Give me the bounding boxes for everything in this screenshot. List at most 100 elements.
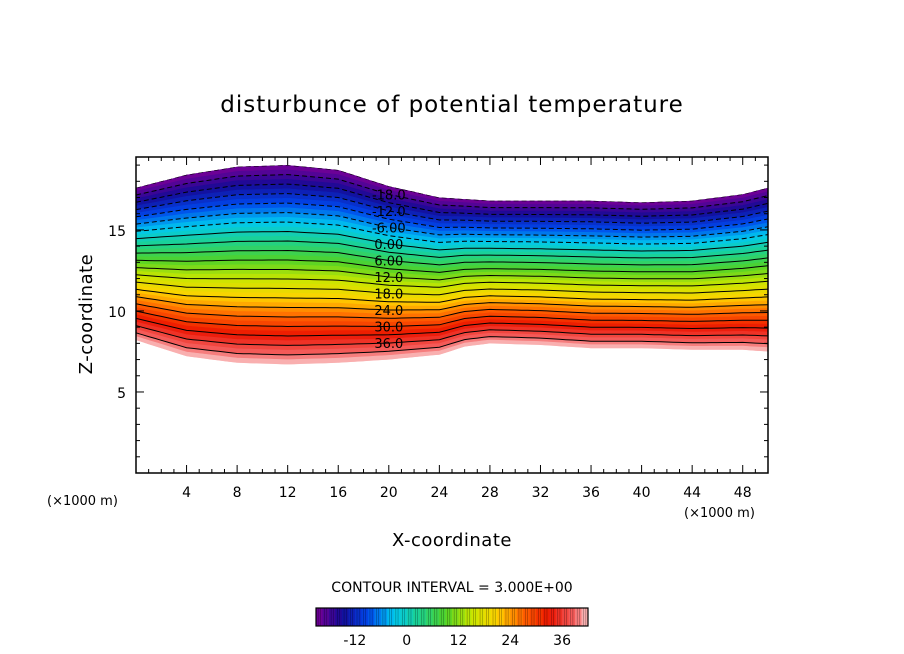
contour-line [136, 249, 768, 266]
colorbar-swatch [380, 608, 388, 626]
x-unit-right: (×1000 m) [684, 506, 755, 521]
colorbar-swatch [335, 608, 343, 626]
contour-line [136, 296, 768, 311]
chart-title: disturbunce of potential temperature [220, 92, 684, 118]
colorbar-swatch [387, 608, 395, 626]
contour-line [136, 202, 768, 231]
colorbar-swatch [374, 608, 382, 626]
contour-line [136, 332, 768, 356]
x-tick-label: 36 [582, 485, 600, 501]
x-tick-label: 44 [683, 485, 701, 501]
colorbar-swatch [445, 608, 453, 626]
contour-line [136, 221, 768, 245]
contour-interval-text: CONTOUR INTERVAL = 3.000E+00 [331, 580, 572, 596]
colorbar-swatch [367, 608, 375, 626]
colorbar-swatch [523, 608, 531, 626]
contour-labels: -18.0 -12.0-6.00 0.006.00 12.0 18.024.0 30.03… [372, 188, 406, 352]
colorbar-swatch [516, 608, 524, 626]
colorbar-swatch [484, 608, 492, 626]
colorbar-swatch [465, 608, 472, 626]
contour-lines [136, 165, 768, 356]
contour-label: -6.00 [372, 221, 406, 236]
y-tick-label: 15 [108, 224, 126, 240]
x-tick-label: 40 [633, 485, 651, 501]
colorbar-swatch [536, 608, 544, 626]
colorbar-swatch [529, 608, 537, 626]
y-tick-label: 5 [117, 386, 126, 402]
contour-line [136, 310, 768, 328]
colorbar-swatch [400, 608, 408, 626]
colorbar-swatch [458, 608, 466, 626]
contour-label: 36.0 [374, 337, 403, 352]
colorbar-swatch [406, 608, 414, 626]
colorbar-swatch [490, 608, 498, 626]
colorbar-swatch [477, 608, 485, 626]
contour-line [136, 240, 768, 259]
colorbar-swatch [562, 608, 569, 626]
y-tick-label: 10 [108, 305, 126, 321]
color-band [136, 336, 768, 365]
colorbar-swatch [348, 608, 356, 626]
colorbar-swatch [354, 608, 362, 626]
colorbar-tick-label: 36 [553, 633, 571, 649]
colorbar-swatch [555, 608, 563, 626]
contour-line [136, 303, 768, 319]
colorbar-swatch [413, 608, 420, 626]
contour-line [136, 281, 768, 296]
colorbar-swatch [341, 608, 349, 626]
colorbar-swatch [426, 608, 433, 626]
contour-line [136, 325, 768, 346]
colorbar-swatch [439, 608, 446, 626]
colorbar-swatch [393, 608, 401, 626]
contour-label: 30.0 [374, 321, 403, 336]
contour-label: 18.0 [374, 288, 403, 303]
contour-label: -12.0 [372, 205, 406, 220]
colorbar-swatch [316, 608, 323, 626]
x-tick-label: 16 [329, 485, 347, 501]
colorbar-tick-label: -12 [343, 633, 366, 649]
contour-label: 24.0 [374, 304, 403, 319]
x-tick-label: 4 [182, 485, 191, 501]
colorbar-swatch [322, 608, 330, 626]
contour-line [136, 193, 768, 224]
contour-line [136, 259, 768, 273]
x-tick-label: 32 [532, 485, 550, 501]
x-tick-label: 12 [279, 485, 297, 501]
colorbar-swatch [452, 608, 459, 626]
contour-line [136, 183, 768, 217]
colorbar-swatch [432, 608, 440, 626]
colorbar-swatch [510, 608, 518, 626]
contour-line [136, 267, 768, 281]
colorbar-tick-label: 0 [402, 633, 411, 649]
x-tick-label: 48 [734, 485, 752, 501]
contour-line [136, 165, 768, 203]
contour-line [136, 230, 768, 252]
contour-label: 0.00 [374, 238, 403, 253]
x-axis-label: X-coordinate [392, 530, 512, 551]
colorbar-swatch [503, 608, 511, 626]
colorbar-tick-label: 12 [450, 633, 468, 649]
contour-line [136, 317, 768, 337]
colorbar-swatch [471, 608, 479, 626]
colorbar-swatch [329, 608, 336, 626]
contour-label: 6.00 [374, 254, 403, 269]
x-tick-label: 28 [481, 485, 499, 501]
colorbar-swatch [419, 608, 427, 626]
contour-line [136, 212, 768, 238]
contour-line [136, 288, 768, 303]
colorbar-swatch [568, 608, 576, 626]
color-bands [136, 165, 768, 365]
colorbar-swatch [575, 608, 582, 626]
contour-line [136, 274, 768, 288]
y-axis-label: Z-coordinate [76, 254, 97, 375]
colorbar-swatch [549, 608, 556, 626]
contour-line [136, 174, 768, 210]
colorbar-frame [315, 607, 589, 627]
contour-label: 12.0 [374, 271, 403, 286]
x-unit-left: (×1000 m) [47, 494, 118, 509]
colorbar-swatch [497, 608, 505, 626]
colorbar-swatch [542, 608, 550, 626]
x-tick-label: 24 [430, 485, 448, 501]
x-tick-label: 8 [233, 485, 242, 501]
